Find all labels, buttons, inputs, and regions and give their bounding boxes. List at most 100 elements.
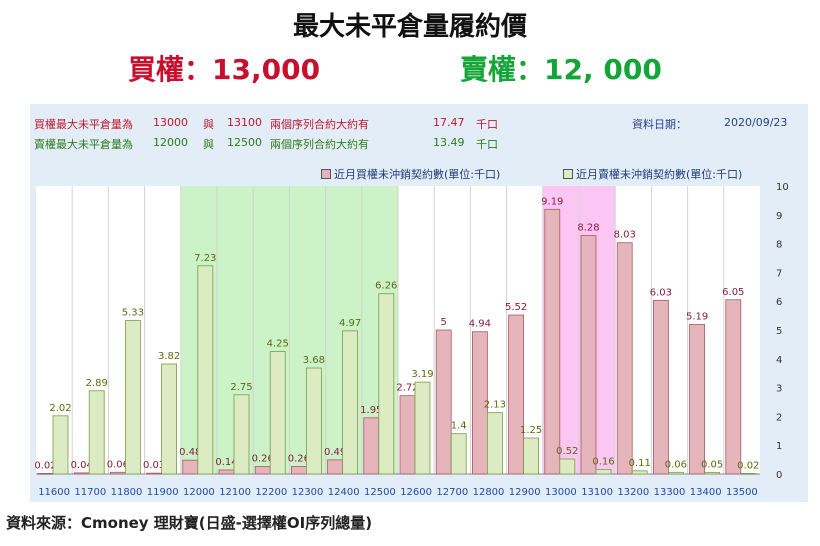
x-tick-label: 13500 <box>726 487 758 498</box>
call-data-label: 2.72 <box>396 383 418 394</box>
put-data-label: 0.06 <box>665 459 687 470</box>
x-tick-label: 12300 <box>292 487 324 498</box>
put-data-label: 0.16 <box>592 456 614 467</box>
put-data-label: 2.89 <box>86 378 108 389</box>
source-note: 資料來源：Cmoney 理財寶(日盛-選擇權OI序列總量) <box>6 514 373 532</box>
call-max-summary: 買權：13,000 <box>128 53 321 86</box>
x-tick-label: 12700 <box>436 487 468 498</box>
call-bar <box>653 299 669 475</box>
put-bar <box>668 471 684 475</box>
y-tick-label: 5 <box>776 326 782 337</box>
put-bar <box>595 468 612 475</box>
call-bar <box>689 324 705 475</box>
x-tick-label: 11600 <box>38 487 70 498</box>
call-data-label: 0.04 <box>71 460 93 471</box>
x-tick-label: 12200 <box>255 487 287 498</box>
y-tick-label: 8 <box>776 240 782 251</box>
put-bar <box>378 293 395 475</box>
call-info-desc: 兩個序列合約大約有 <box>270 118 369 131</box>
put-data-label: 0.52 <box>556 446 578 457</box>
put-data-label: 3.82 <box>158 351 180 362</box>
x-tick-label: 13100 <box>581 487 613 498</box>
call-bar <box>471 331 488 475</box>
x-tick-label: 11900 <box>147 487 179 498</box>
call-data-label: 8.03 <box>614 230 636 241</box>
call-bar <box>37 473 54 475</box>
y-tick-label: 7 <box>776 268 782 279</box>
call-bar <box>182 459 199 475</box>
y-tick-label: 9 <box>776 211 782 222</box>
put-data-label: 4.97 <box>339 318 361 329</box>
call-data-label: 0.03 <box>143 460 165 471</box>
put-data-label: 1.25 <box>520 425 542 436</box>
put-data-label: 3.68 <box>303 355 325 366</box>
call-bar <box>110 471 126 475</box>
x-tick-label: 12100 <box>219 487 251 498</box>
put-data-label: 0.02 <box>737 460 759 471</box>
call-data-label: 6.05 <box>722 287 744 298</box>
y-tick-label: 0 <box>776 470 782 481</box>
page-title: 最大未平倉量履約價 <box>292 12 527 42</box>
put-bar <box>450 433 467 475</box>
call-bar <box>254 466 271 475</box>
y-tick-label: 4 <box>776 355 782 366</box>
put-bar <box>233 394 250 475</box>
put-info-value: 13.49 <box>433 136 465 149</box>
call-info-strike-b: 13100 <box>227 116 262 129</box>
x-tick-label: 11700 <box>74 487 106 498</box>
call-bar <box>146 472 163 475</box>
x-tick-label: 12600 <box>400 487 432 498</box>
put-data-label: 6.26 <box>375 281 397 292</box>
put-bar <box>342 330 359 475</box>
call-bar <box>544 208 561 475</box>
x-tick-label: 13300 <box>654 487 686 498</box>
call-bar <box>725 299 742 475</box>
call-bar <box>399 395 416 475</box>
call-info-conj: 與 <box>203 118 214 131</box>
put-data-label: 4.25 <box>267 339 289 350</box>
put-data-label: 5.33 <box>122 307 144 318</box>
legend-call-swatch <box>321 169 331 179</box>
put-data-label: 2.75 <box>230 382 252 393</box>
put-data-label: 1.4 <box>451 421 467 432</box>
call-data-label: 0.06 <box>107 459 129 470</box>
call-bar <box>218 469 235 475</box>
call-info-value: 17.47 <box>433 116 465 129</box>
call-data-label: 1.95 <box>360 405 382 416</box>
call-data-label: 0.26 <box>252 454 274 465</box>
put-bar <box>88 390 105 475</box>
call-data-label: 6.03 <box>650 287 672 298</box>
put-bar <box>740 473 757 475</box>
x-tick-label: 12000 <box>183 487 215 498</box>
y-tick-label: 10 <box>776 182 789 193</box>
put-bar <box>523 437 539 475</box>
put-bar <box>125 320 141 475</box>
put-bar <box>704 472 720 475</box>
call-bar <box>435 329 452 475</box>
legend-put-label: 近月賣權未沖銷契約數(單位:千口) <box>576 168 743 181</box>
call-bar <box>363 417 380 475</box>
call-bar <box>508 314 525 475</box>
put-data-label: 2.02 <box>49 403 71 414</box>
put-bar <box>269 351 286 475</box>
put-bar <box>197 265 214 475</box>
put-data-label: 3.19 <box>411 369 433 380</box>
call-data-label: 8.28 <box>577 223 599 234</box>
put-bar <box>559 458 576 475</box>
put-info-strike-a: 12000 <box>153 136 188 149</box>
put-bar <box>305 367 322 475</box>
put-info-conj: 與 <box>203 138 214 151</box>
x-tick-label: 12500 <box>364 487 396 498</box>
put-info-strike-b: 12500 <box>227 136 262 149</box>
x-tick-label: 13000 <box>545 487 577 498</box>
call-data-label: 9.19 <box>541 196 563 207</box>
put-data-label: 7.23 <box>194 253 216 264</box>
put-bar <box>486 412 503 475</box>
y-tick-label: 2 <box>776 412 782 423</box>
call-info-unit: 千口 <box>476 118 498 131</box>
put-bar <box>631 470 648 475</box>
put-info-label: 賣權最大未平倉量為 <box>34 138 133 151</box>
call-data-label: 0.26 <box>288 454 310 465</box>
x-tick-label: 12800 <box>473 487 505 498</box>
put-bar <box>414 381 431 475</box>
